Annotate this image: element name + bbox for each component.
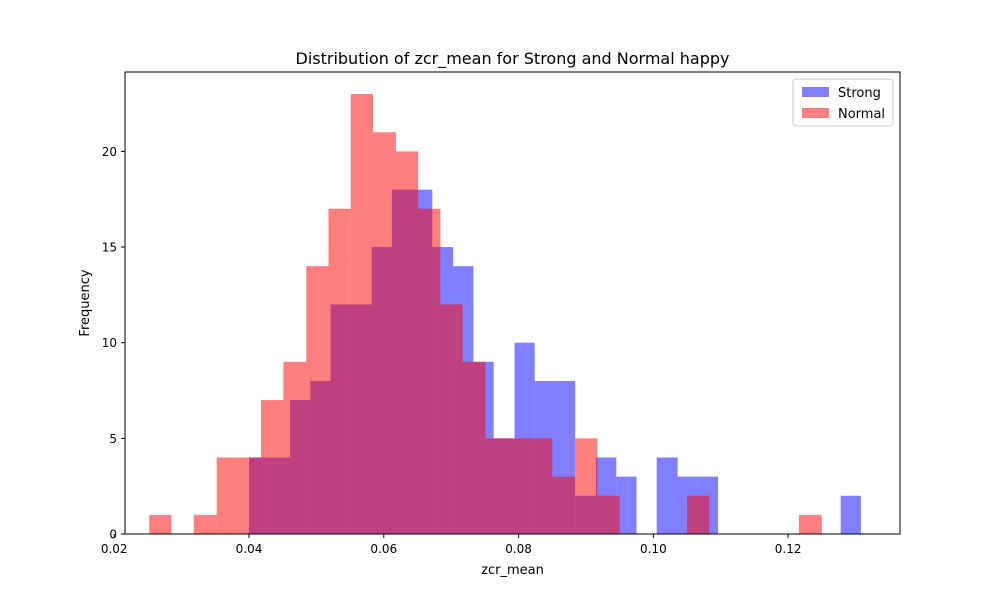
bar-normal bbox=[485, 438, 508, 534]
bar-normal bbox=[462, 361, 486, 534]
bar-normal bbox=[350, 94, 373, 534]
x-tick-label: 0.12 bbox=[775, 542, 802, 556]
legend-label-normal: Normal bbox=[838, 107, 885, 122]
y-tick-label: 20 bbox=[102, 145, 117, 159]
y-tick-label: 0 bbox=[109, 528, 117, 542]
y-axis-label: Frequency bbox=[78, 269, 93, 336]
bar-strong bbox=[616, 476, 637, 534]
bar-normal bbox=[597, 495, 620, 534]
y-tick-label: 15 bbox=[102, 241, 117, 255]
x-tick-label: 0.06 bbox=[370, 542, 397, 556]
bar-normal bbox=[687, 495, 710, 534]
legend-label-strong: Strong bbox=[838, 86, 881, 101]
bar-normal bbox=[193, 514, 217, 534]
bars-layer bbox=[149, 94, 861, 535]
x-tick-label: 0.10 bbox=[640, 542, 667, 556]
legend-swatch-strong bbox=[802, 87, 829, 97]
y-axis: 0 5 10 15 20 bbox=[102, 145, 125, 542]
x-tick-label: 0.04 bbox=[236, 542, 263, 556]
bar-normal bbox=[530, 438, 553, 534]
bar-normal bbox=[238, 457, 262, 534]
bar-strong bbox=[656, 457, 678, 534]
x-axis-label: zcr_mean bbox=[481, 563, 544, 578]
bar-normal bbox=[507, 438, 531, 534]
bar-normal bbox=[552, 476, 576, 534]
plot-area-frame bbox=[124, 71, 901, 535]
bar-normal bbox=[373, 132, 396, 534]
x-tick-label: 0.02 bbox=[101, 542, 128, 556]
bar-normal bbox=[440, 304, 463, 534]
legend: Strong Normal bbox=[792, 78, 894, 127]
chart-title: Distribution of zcr_mean for Strong and … bbox=[296, 49, 730, 69]
bar-strong bbox=[840, 495, 861, 534]
y-tick-label: 10 bbox=[102, 336, 117, 350]
y-tick-label: 5 bbox=[109, 432, 117, 446]
series-normal bbox=[149, 94, 822, 535]
bar-normal bbox=[798, 514, 822, 534]
bar-normal bbox=[261, 400, 284, 534]
x-tick-label: 0.08 bbox=[505, 542, 532, 556]
bar-normal bbox=[216, 457, 239, 534]
legend-swatch-normal bbox=[802, 108, 829, 118]
bar-normal bbox=[306, 266, 329, 534]
bar-normal bbox=[283, 361, 307, 534]
bar-normal bbox=[395, 151, 419, 535]
bar-normal bbox=[149, 514, 172, 534]
x-axis: 0.02 0.04 0.06 0.08 0.10 0.12 bbox=[101, 534, 802, 556]
bar-normal bbox=[418, 208, 441, 535]
bar-normal bbox=[328, 208, 351, 535]
bar-normal bbox=[575, 438, 598, 534]
